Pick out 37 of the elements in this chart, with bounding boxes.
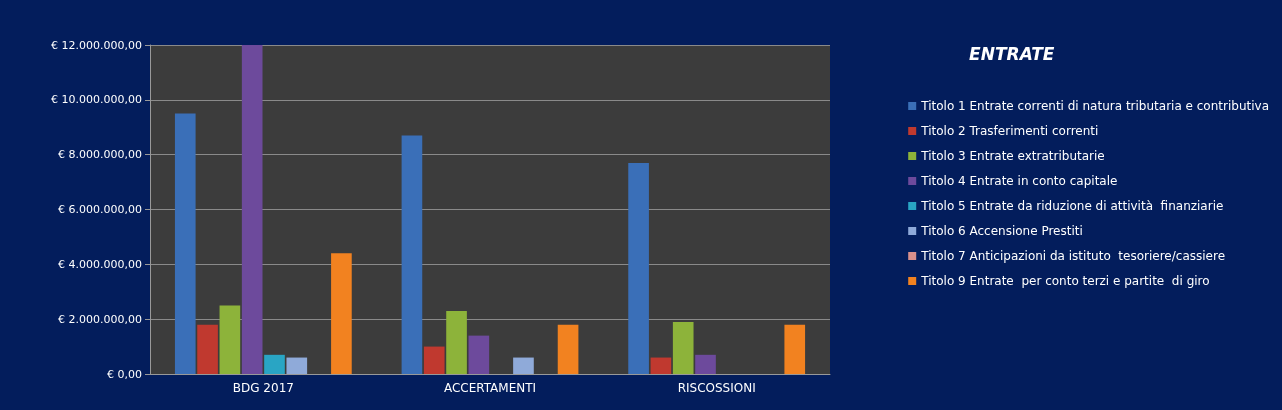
bar xyxy=(468,335,490,374)
bar xyxy=(174,113,196,374)
bar xyxy=(219,305,241,374)
x-tick-label: ACCERTAMENTI xyxy=(443,381,537,395)
y-tick-label: € 2.000.000,00 xyxy=(58,312,142,326)
bar xyxy=(513,357,534,374)
legend-label: Titolo 2 Trasferimenti correnti xyxy=(920,124,1099,138)
legend-label: Titolo 3 Entrate extratributarie xyxy=(920,149,1105,163)
bar xyxy=(557,324,579,374)
y-tick-label: € 6.000.000,00 xyxy=(58,203,142,216)
bar xyxy=(197,324,218,374)
text: ENTRATE xyxy=(969,43,1055,64)
bar xyxy=(784,324,806,374)
bar xyxy=(241,45,263,374)
bar xyxy=(286,357,308,374)
y-tick-label: € 0,00 xyxy=(107,367,142,381)
bar xyxy=(672,321,694,374)
bar xyxy=(264,354,285,374)
bar xyxy=(628,162,649,374)
bar xyxy=(695,354,716,374)
y-tick-label: € 8.000.000,00 xyxy=(58,148,142,162)
y-tick-label: € 4.000.000,00 xyxy=(58,257,142,271)
y-tick-label: € 12.000.000,00 xyxy=(51,38,142,52)
legend-label: Titolo 5 Entrate da riduzione di attività finanziarie xyxy=(920,199,1224,213)
bar xyxy=(650,357,672,374)
legend-label: Titolo 7 Anticipazioni da istituto tesoriere/cassiere xyxy=(920,249,1226,263)
legend-label: Titolo 6 Accensione Prestiti xyxy=(920,224,1083,238)
legend-label: Titolo 4 Entrate in conto capitale xyxy=(920,174,1118,188)
bar xyxy=(446,310,467,374)
bar xyxy=(331,253,352,374)
bar xyxy=(401,135,423,374)
legend-label: Titolo 9 Entrate per conto terzi e partite di giro xyxy=(920,274,1210,288)
x-tick-label: BDG 2017 xyxy=(232,381,294,395)
y-tick-label: € 10.000.000,00 xyxy=(51,93,142,107)
x-tick-label: RISCOSSIONI xyxy=(677,381,756,395)
bar xyxy=(423,346,445,374)
legend-label: Titolo 1 Entrate correnti di natura tributaria e contributiva xyxy=(920,99,1269,113)
